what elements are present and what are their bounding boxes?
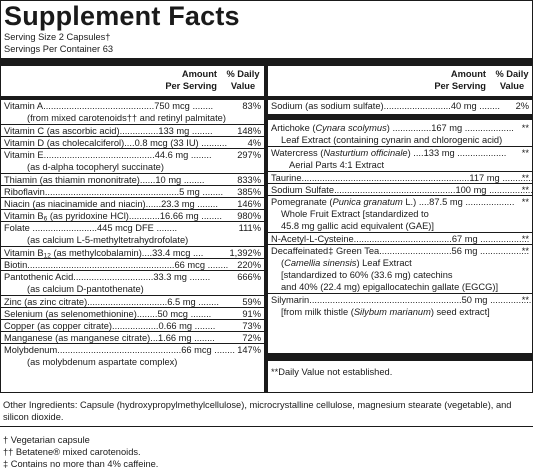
daily-value-header-right: % Daily Value [495,69,529,91]
ingredient-row-artichoke: Artichoke (Cynara scolymus) ............… [268,122,532,147]
serving-info: Serving Size 2 Capsules† Servings Per Co… [4,32,113,55]
nutrient-row-selenium: Selenium (as selenomethionine)........50… [1,308,264,320]
column-divider [264,66,268,393]
nutrient-row-zinc: Zinc (as zinc citrate)..................… [1,296,264,308]
amount-header: Amount Per Serving [165,69,217,91]
top-divider-bar [1,58,532,66]
nutrient-row-biotin: Biotin..................................… [1,259,264,271]
panel-title: Supplement Facts [4,1,240,31]
nutrient-row-vitamin-e: Vitamin E...............................… [1,149,264,174]
daily-value-footnote: **Daily Value not established. [271,367,393,377]
servings-per-container: Servings Per Container 63 [4,43,114,54]
nutrient-row-vitamin-b12: Vitamin B12 (as methylcobalamin)....33.4… [1,247,264,259]
amount-header-right: Amount Per Serving [434,69,486,91]
nutrient-row-vitamin-d: Vitamin D (as cholecalciferol)....0.8 mc… [1,137,264,149]
supplement-facts-panel: Supplement Facts Serving Size 2 Capsules… [0,0,533,393]
notes: † Vegetarian capsule †† Betatene® mixed … [3,434,158,470]
ingredient-row-taurine: Taurine.................................… [268,172,533,184]
nutrient-row-riboflavin: Riboflavin..............................… [1,186,264,198]
ingredient-row-silymarin: Silymarin...............................… [271,295,533,317]
ingredient-row-pomegranate: Pomegranate (Punica granatum L.) ....87.… [268,196,532,233]
nutrient-row-thiamin: Thiamin (as thiamin mononitrate)......10… [1,174,264,186]
nutrient-row-pantothenic-acid: Pantothenic Acid........................… [1,271,264,296]
nutrient-row-vitamin-c: Vitamin C (as ascorbic acid)............… [1,125,264,137]
note-caffeine: ‡ Contains no more than 4% caffeine. [3,459,159,469]
nutrient-row-sodium: Sodium (as sodium sulfate)..............… [271,101,529,111]
nutrient-row-vitamin-b6: Vitamin B6 (as pyridoxine HCl)..........… [1,210,264,222]
left-column-header: Amount Per Serving % Daily Value [1,66,264,96]
right-column: Amount Per Serving % Daily Value Sodium … [268,66,533,318]
ingredient-row-sodium-sulfate: Sodium Sulfate..........................… [268,184,533,196]
ingredient-row-watercress: Watercress (Nasturtium officinale) ....1… [268,147,532,172]
other-ingredients: Other Ingredients: Capsule (hydroxypropy… [3,400,512,422]
notes-divider [0,426,533,427]
nutrient-row-niacin: Niacin (as niacinamide and niacin)......… [1,198,264,210]
ingredient-row-green-tea: Decaffeinated‡ Green Tea................… [268,245,532,294]
header-rule [1,96,264,100]
nutrient-row-copper: Copper (as copper citrate)..............… [1,320,264,332]
nutrient-row-molybdenum: Molybdenum..............................… [4,345,261,367]
header-rule-right [268,96,532,100]
daily-value-header: % Daily Value [226,69,260,91]
left-column: Amount Per Serving % Daily Value Vitamin… [1,66,264,368]
nutrient-row-manganese: Manganese (as manganese citrate)...1.66 … [1,332,264,344]
sodium-rule [268,114,532,120]
note-betatene: †† Betatene® mixed carotenoids. [3,447,141,457]
right-bottom-bar [268,353,532,361]
nutrient-row-vitamin-a: Vitamin A...............................… [1,100,264,125]
right-column-header: Amount Per Serving % Daily Value [268,66,532,96]
nutrient-row-folate: Folate .........................445 mcg … [1,222,264,247]
note-vegetarian-capsule: † Vegetarian capsule [3,435,90,445]
serving-size: Serving Size 2 Capsules† [4,32,111,42]
ingredient-row-n-acetyl-l-cysteine: N-Acetyl-L-Cysteine.....................… [268,233,532,245]
